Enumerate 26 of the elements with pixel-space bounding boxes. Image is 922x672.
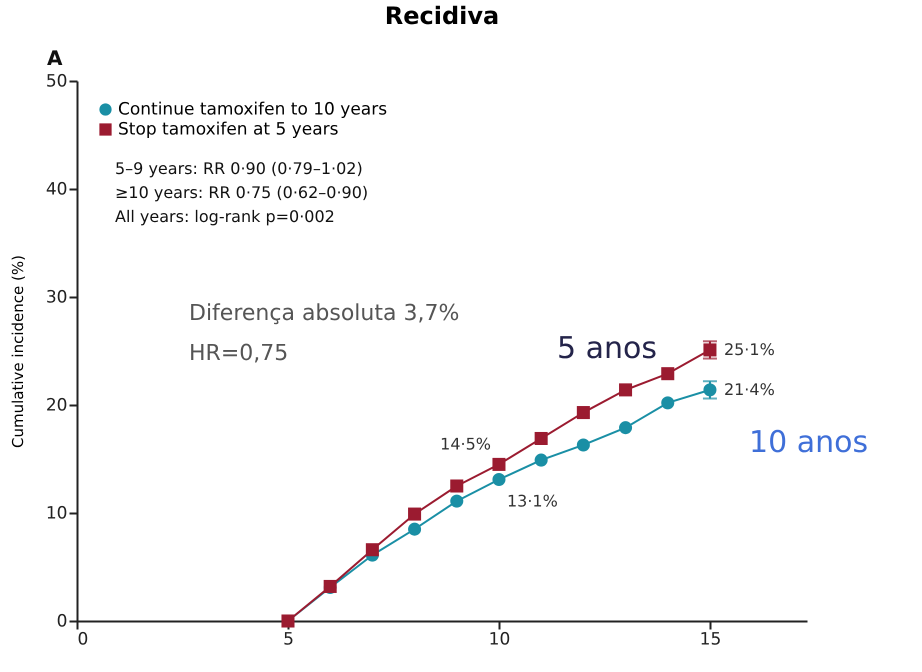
data-label: 21·4% bbox=[724, 380, 775, 399]
annotation: All years: log-rank p=0·002 bbox=[115, 207, 335, 226]
x-tick-label: 0 bbox=[78, 630, 88, 650]
legend-label: Stop tamoxifen at 5 years bbox=[118, 120, 339, 140]
y-tick-label: 0 bbox=[56, 612, 68, 632]
annotation: 5 anos bbox=[557, 331, 658, 366]
annotation: 10 anos bbox=[749, 425, 868, 460]
x-tick-label: 15 bbox=[700, 630, 722, 650]
x-tick-label: 10 bbox=[488, 630, 510, 650]
data-label: 25·1% bbox=[724, 340, 775, 359]
y-axis-title: Cumulative incidence (%) bbox=[8, 255, 27, 448]
text: A bbox=[47, 46, 63, 70]
y-tick-label: 20 bbox=[46, 396, 68, 416]
chart-title: Recidiva bbox=[384, 2, 500, 30]
annotation: 5–9 years: RR 0·90 (0·79–1·02) bbox=[115, 159, 363, 178]
data-label: 13·1% bbox=[506, 492, 558, 511]
annotation: ≥10 years: RR 0·75 (0·62–0·90) bbox=[115, 183, 368, 202]
y-tick-label: 30 bbox=[46, 288, 68, 308]
y-tick-label: 50 bbox=[46, 72, 68, 92]
x-tick-label: 5 bbox=[283, 630, 294, 650]
data-label: 14·5% bbox=[440, 434, 491, 454]
y-tick-label: 40 bbox=[46, 180, 68, 200]
annotation: HR=0,75 bbox=[189, 341, 288, 366]
legend-label: Continue tamoxifen to 10 years bbox=[118, 100, 388, 120]
y-tick-label: 10 bbox=[46, 504, 68, 524]
annotation: Diferença absoluta 3,7% bbox=[189, 301, 460, 326]
